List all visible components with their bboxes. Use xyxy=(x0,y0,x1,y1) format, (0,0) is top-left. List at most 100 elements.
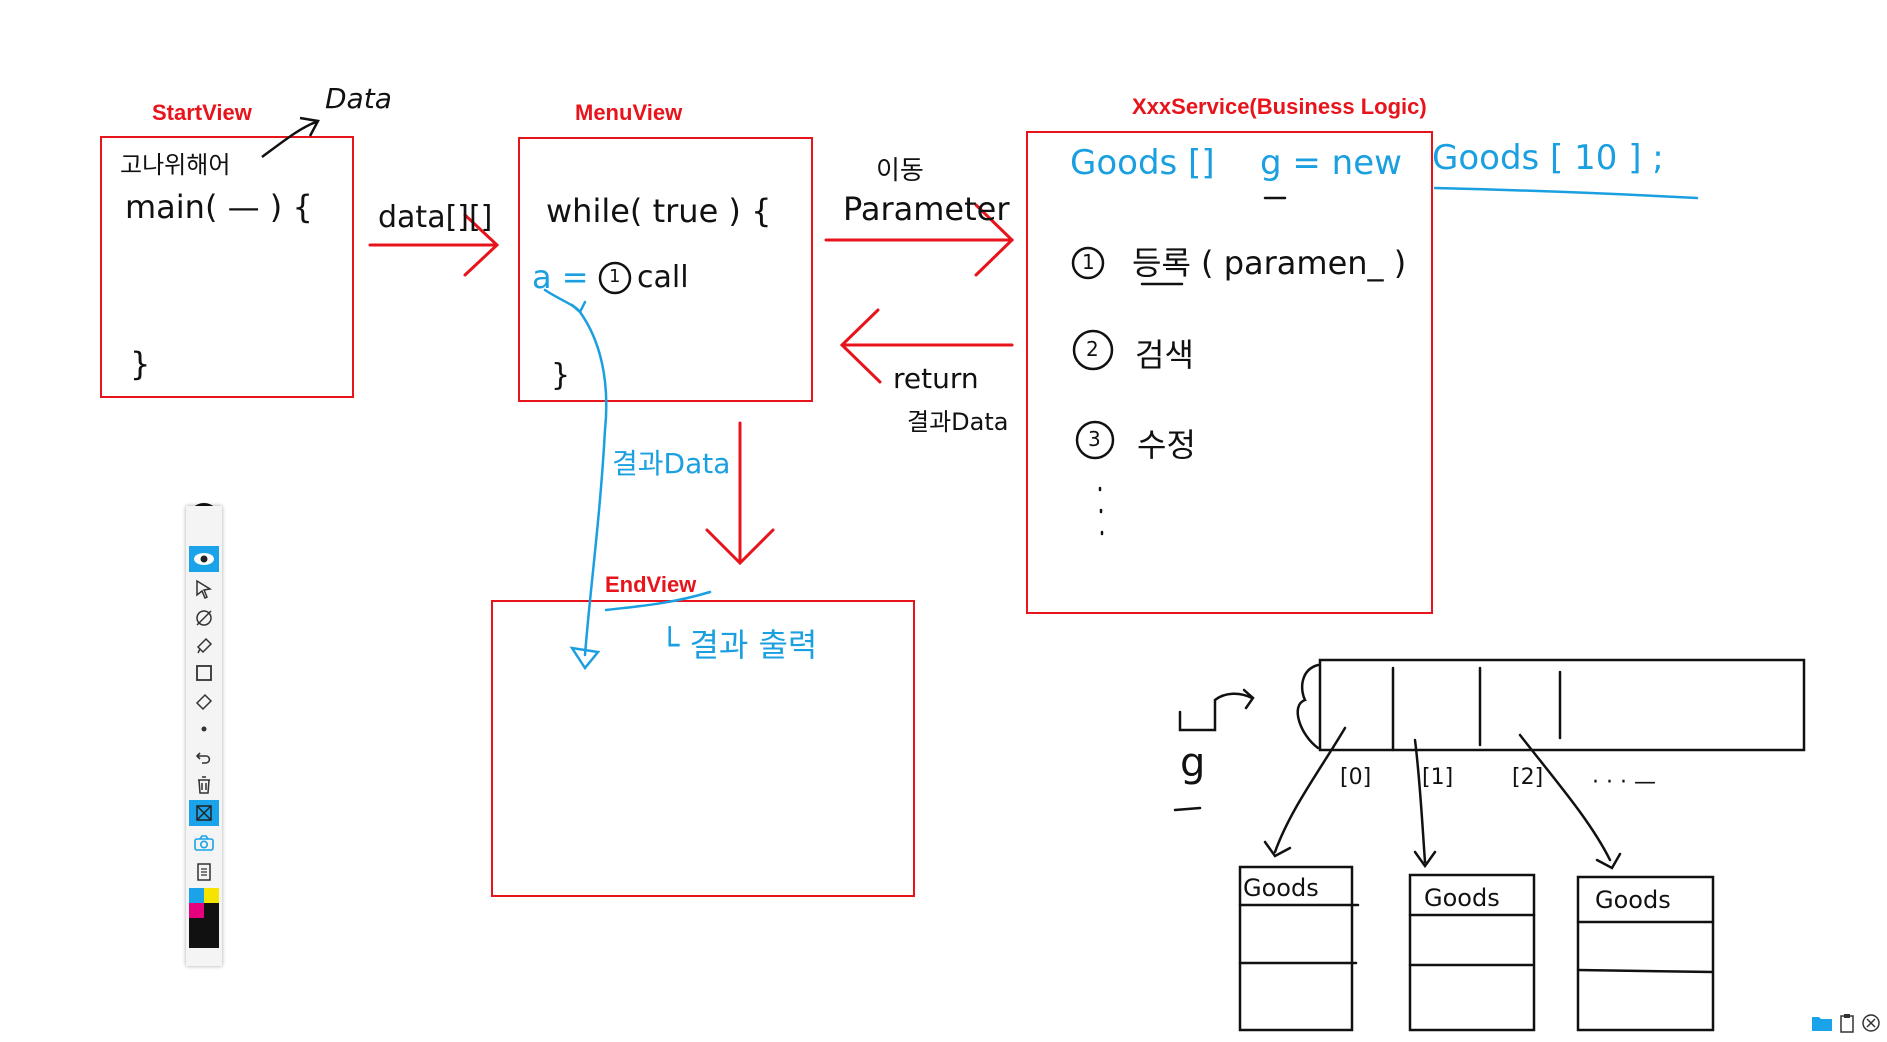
end-view-box xyxy=(491,600,915,897)
close-icon xyxy=(1862,1014,1880,1032)
item-2-num: 2 xyxy=(1086,337,1099,361)
arrow-menu-to-end xyxy=(705,421,775,566)
goods-object-2 xyxy=(1408,873,1536,1032)
note-idx-2: [2] xyxy=(1512,765,1544,790)
item-3-text: 수정 xyxy=(1137,426,1196,464)
note-idx-1: [1] xyxy=(1422,765,1454,790)
dot-size-tool[interactable] xyxy=(189,716,219,742)
item-3-num: 3 xyxy=(1088,427,1101,451)
clipboard-button[interactable] xyxy=(1839,1013,1855,1038)
pointer-icon xyxy=(196,579,213,599)
note-goods-decl-1: Goods [] xyxy=(1070,143,1215,183)
note-param-korean: 이동 xyxy=(876,156,924,186)
note-ellipsis: · · · — xyxy=(1592,770,1656,795)
corner-icons xyxy=(1811,1013,1881,1038)
note-main-call: main( — ) { xyxy=(125,188,313,226)
close-button[interactable] xyxy=(1861,1013,1881,1038)
item-1-num: 1 xyxy=(1082,250,1095,274)
circle-2 xyxy=(1072,329,1114,371)
timer-pen-tool[interactable] xyxy=(189,604,219,630)
color-black[interactable] xyxy=(204,903,219,918)
g-ref-arrow xyxy=(1178,688,1255,732)
undo-tool[interactable] xyxy=(189,744,219,770)
blue-curve-return xyxy=(543,288,608,657)
pointer-tool[interactable] xyxy=(189,576,219,602)
note-call-num: 1 xyxy=(609,266,621,287)
rectangle-icon xyxy=(196,665,212,681)
rectangle-tool[interactable] xyxy=(189,660,219,686)
menu-view-box xyxy=(518,137,813,402)
color-yellow[interactable] xyxy=(204,888,219,903)
note-start-close-brace: } xyxy=(130,345,151,383)
folder-icon xyxy=(1812,1017,1832,1031)
highlighter-icon xyxy=(196,637,213,654)
service-box xyxy=(1026,131,1433,614)
blue-arrow-head-2 xyxy=(570,300,587,315)
trash-icon xyxy=(198,776,210,794)
folder-button[interactable] xyxy=(1811,1014,1833,1037)
eye-icon xyxy=(194,553,214,565)
note-g-var: g xyxy=(1180,740,1206,786)
clear-screen-icon xyxy=(196,805,212,821)
ref-arrow-2 xyxy=(1518,733,1622,870)
blue-arrow-head xyxy=(569,646,601,671)
note-goods-decl-2: g = new xyxy=(1260,143,1402,183)
note-result-data-return: 결과Data xyxy=(907,408,1009,436)
arrow-menu-to-service xyxy=(824,203,1015,277)
goods-object-1-label: Goods xyxy=(1243,874,1319,902)
note-result-output: └ 결과 출력 xyxy=(660,626,818,664)
trash-tool[interactable] xyxy=(189,772,219,798)
arrow-start-to-menu xyxy=(368,213,500,277)
goods-object-3 xyxy=(1576,875,1715,1032)
note-parameter: Parameter xyxy=(843,190,1010,228)
note-return: return xyxy=(893,362,979,395)
end-view-underline xyxy=(604,590,712,612)
circle-3 xyxy=(1075,420,1115,460)
timer-pen-icon xyxy=(196,610,212,626)
note-idx-0: [0] xyxy=(1340,765,1372,790)
arrow-to-data-note xyxy=(261,116,320,159)
note-data-arrow: data[][] xyxy=(378,200,493,235)
start-view-box xyxy=(100,136,354,398)
circle-call xyxy=(598,261,632,295)
goods-decl-underline xyxy=(1433,186,1699,200)
item-1-text: 등록 ( paramen_ ) xyxy=(1132,244,1407,282)
eraser-icon xyxy=(195,693,213,711)
eraser-tool[interactable] xyxy=(189,688,219,714)
note-start-korean: 고나위해어 xyxy=(120,151,231,179)
ref-arrow-0 xyxy=(1263,726,1347,858)
clear-screen-tool[interactable] xyxy=(189,800,219,826)
label-menu-view: MenuView xyxy=(575,100,683,125)
note-while-true: while( true ) { xyxy=(546,192,772,230)
label-service: XxxService(Business Logic) xyxy=(1132,94,1427,119)
note-call: call xyxy=(637,260,689,295)
ref-arrow-1 xyxy=(1413,738,1437,869)
item-2-text: 검색 xyxy=(1135,336,1194,374)
clipboard-tool[interactable] xyxy=(189,858,219,884)
note-result-data-down: 결과Data xyxy=(612,447,731,480)
camera-icon xyxy=(194,835,214,851)
goods-object-3-label: Goods xyxy=(1595,886,1671,914)
eye-tool[interactable] xyxy=(189,546,219,572)
goods-object-2-label: Goods xyxy=(1424,884,1500,912)
highlighter-tool[interactable] xyxy=(189,632,219,658)
undo-icon xyxy=(195,752,211,764)
color-blue[interactable] xyxy=(189,888,204,903)
color-palette[interactable] xyxy=(189,888,219,948)
note-menu-close-brace: } xyxy=(551,358,571,393)
clipboard-icon xyxy=(197,863,211,881)
goods-array xyxy=(1318,658,1806,752)
service-dots xyxy=(1098,486,1104,536)
clipboard-icon xyxy=(1840,1014,1854,1033)
g-var-underline xyxy=(1173,806,1202,812)
label-start-view: StartView xyxy=(152,100,252,125)
color-magenta[interactable] xyxy=(189,903,204,918)
label-end-view: EndView xyxy=(605,572,697,597)
camera-tool[interactable] xyxy=(189,830,219,856)
circle-1 xyxy=(1071,246,1105,280)
goods-object-1 xyxy=(1238,865,1354,1032)
color-black-large[interactable] xyxy=(189,918,219,948)
note-data-top: Data xyxy=(325,82,392,115)
pen-toolbar xyxy=(186,506,222,966)
